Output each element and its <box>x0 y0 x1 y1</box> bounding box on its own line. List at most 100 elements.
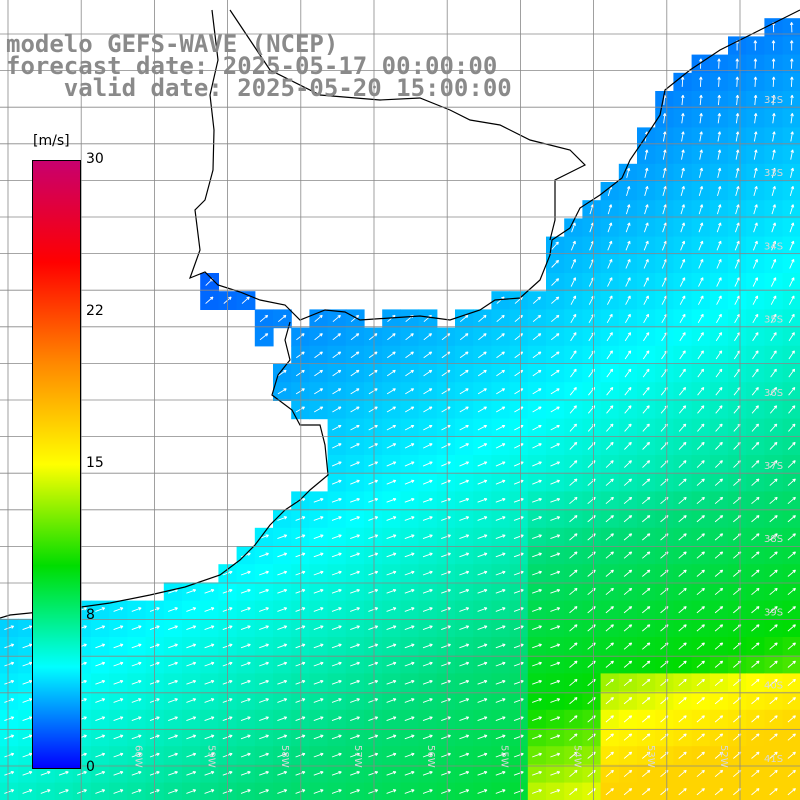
wind-arrow <box>607 277 613 287</box>
wind-arrow <box>350 424 360 431</box>
wind-arrow <box>240 789 251 794</box>
wind-arrow <box>569 460 578 468</box>
wind-arrow <box>495 752 506 758</box>
wind-arrow <box>734 277 740 287</box>
wind-arrow <box>313 679 324 685</box>
wind-arrow <box>332 424 342 431</box>
wind-arrow <box>771 40 776 51</box>
wind-arrow <box>386 534 397 540</box>
wind-arrow <box>753 131 758 142</box>
wind-arrow <box>495 570 506 576</box>
wind-arrow <box>331 534 342 540</box>
wind-arrow <box>605 733 614 741</box>
wind-arrow <box>605 515 614 523</box>
wind-arrow <box>550 406 560 413</box>
wind-arrow <box>679 313 686 324</box>
wind-arrow <box>422 661 433 667</box>
wind-arrow <box>550 679 561 685</box>
wind-arrow <box>168 698 178 703</box>
wind-arrow <box>769 533 778 541</box>
wind-arrow <box>679 350 686 360</box>
wind-arrow <box>331 716 342 722</box>
wind-arrow <box>423 406 433 413</box>
wind-arrow <box>735 113 740 124</box>
wind-arrow <box>623 496 633 505</box>
wind-arrow <box>680 222 686 233</box>
wind-arrow <box>605 478 614 486</box>
wind-arrow <box>441 607 451 612</box>
wind-arrow <box>477 516 488 521</box>
wind-arrow <box>571 222 576 233</box>
wind-arrow <box>422 698 433 703</box>
wind-arrow <box>714 478 724 486</box>
wind-arrow <box>495 552 506 558</box>
wind-arrow <box>643 258 649 269</box>
wind-arrow <box>4 698 15 703</box>
wind-arrow <box>569 624 578 632</box>
wind-arrow <box>350 588 360 594</box>
wind-arrow <box>277 789 288 794</box>
wind-arrow <box>717 58 721 69</box>
wind-arrow <box>678 441 687 450</box>
wind-arrow <box>789 240 795 251</box>
lat-label: 33S <box>764 168 783 179</box>
lat-label: 37S <box>764 461 783 472</box>
wind-arrow <box>422 607 433 612</box>
wind-arrow <box>350 461 360 467</box>
wind-arrow <box>714 642 724 650</box>
wind-arrow <box>662 222 667 233</box>
wind-arrow <box>422 643 433 649</box>
wind-arrow <box>423 388 433 395</box>
wind-arrow <box>532 406 542 413</box>
wind-arrow <box>771 76 776 87</box>
wind-arrow <box>368 770 379 776</box>
wind-arrow <box>295 698 306 703</box>
wind-arrow <box>714 751 724 759</box>
wind-arrow <box>699 131 703 142</box>
wind-arrow <box>186 607 197 612</box>
wind-arrow <box>787 551 796 559</box>
wind-arrow <box>643 313 650 324</box>
wind-arrow <box>404 661 415 667</box>
wind-arrow <box>40 789 51 794</box>
wind-arrow <box>753 58 758 69</box>
wind-arrow <box>113 625 124 631</box>
wind-arrow <box>477 534 488 540</box>
wind-arrow <box>697 350 704 360</box>
wind-arrow <box>751 533 760 541</box>
wind-arrow <box>714 460 723 468</box>
wind-arrow <box>642 423 650 432</box>
wind-arrow <box>368 333 378 341</box>
wind-arrow <box>623 606 633 614</box>
wind-arrow <box>569 441 578 450</box>
wind-arrow <box>313 770 324 776</box>
wind-arrow <box>422 570 433 576</box>
wind-arrow <box>790 149 794 160</box>
wind-arrow <box>626 167 631 178</box>
wind-arrow <box>22 734 33 740</box>
wind-arrow <box>295 516 306 521</box>
wind-arrow <box>623 533 633 541</box>
wind-arrow <box>696 441 705 450</box>
wind-arrow <box>550 770 561 776</box>
wind-arrow <box>368 534 379 540</box>
wind-arrow <box>259 698 269 703</box>
wind-arrow <box>131 679 142 685</box>
wind-arrow <box>422 461 433 467</box>
wind-arrow <box>404 570 415 576</box>
wind-arrow <box>113 770 124 776</box>
wind-arrow <box>314 314 323 323</box>
wind-arrow <box>113 789 124 794</box>
wind-arrow <box>313 516 324 521</box>
wind-arrow <box>532 351 542 359</box>
wind-arrow <box>404 607 415 612</box>
wind-arrow <box>386 516 397 521</box>
wind-arrow <box>22 698 33 703</box>
wind-arrow <box>717 185 722 197</box>
wind-arrow <box>770 295 777 305</box>
wind-arrow <box>606 386 614 396</box>
wind-arrow <box>459 607 470 612</box>
wind-arrow <box>698 185 704 197</box>
wind-arrow <box>368 752 379 758</box>
wind-arrow <box>204 789 215 794</box>
